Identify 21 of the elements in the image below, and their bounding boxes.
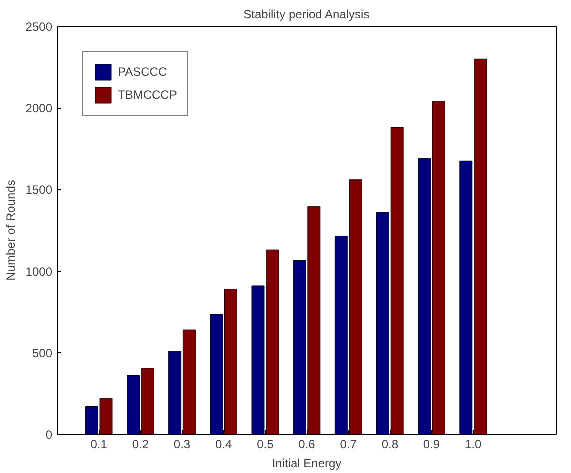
x-tick-label: 0.4 [215, 438, 232, 452]
x-tick-label: 0.1 [90, 438, 108, 452]
y-tick-label: 1000 [26, 264, 53, 279]
chart-title: Stability period Analysis [244, 8, 370, 22]
y-tick-label: 2000 [26, 102, 53, 116]
x-tick-label: 0.3 [174, 438, 191, 452]
legend-label: TBMCCCP [118, 88, 178, 102]
y-tick-label: 0 [46, 428, 53, 442]
x-tick-label: 1.0 [464, 438, 482, 452]
legend-label: PASCCC [118, 65, 168, 79]
x-tick-label: 0.9 [423, 438, 440, 452]
y-axis-title: Number of Rounds [4, 180, 18, 281]
x-tick-label: 0.8 [382, 438, 399, 452]
x-tick-label: 0.2 [132, 438, 150, 452]
y-tick-label: 1500 [26, 183, 53, 198]
x-tick-label: 0.5 [257, 438, 274, 452]
x-axis-title: Initial Energy [272, 456, 342, 470]
x-tick-label: 0.7 [340, 438, 358, 452]
y-tick-label: 500 [32, 346, 53, 360]
y-tick-label: 2500 [26, 20, 53, 34]
x-tick-label: 0.6 [298, 438, 316, 452]
